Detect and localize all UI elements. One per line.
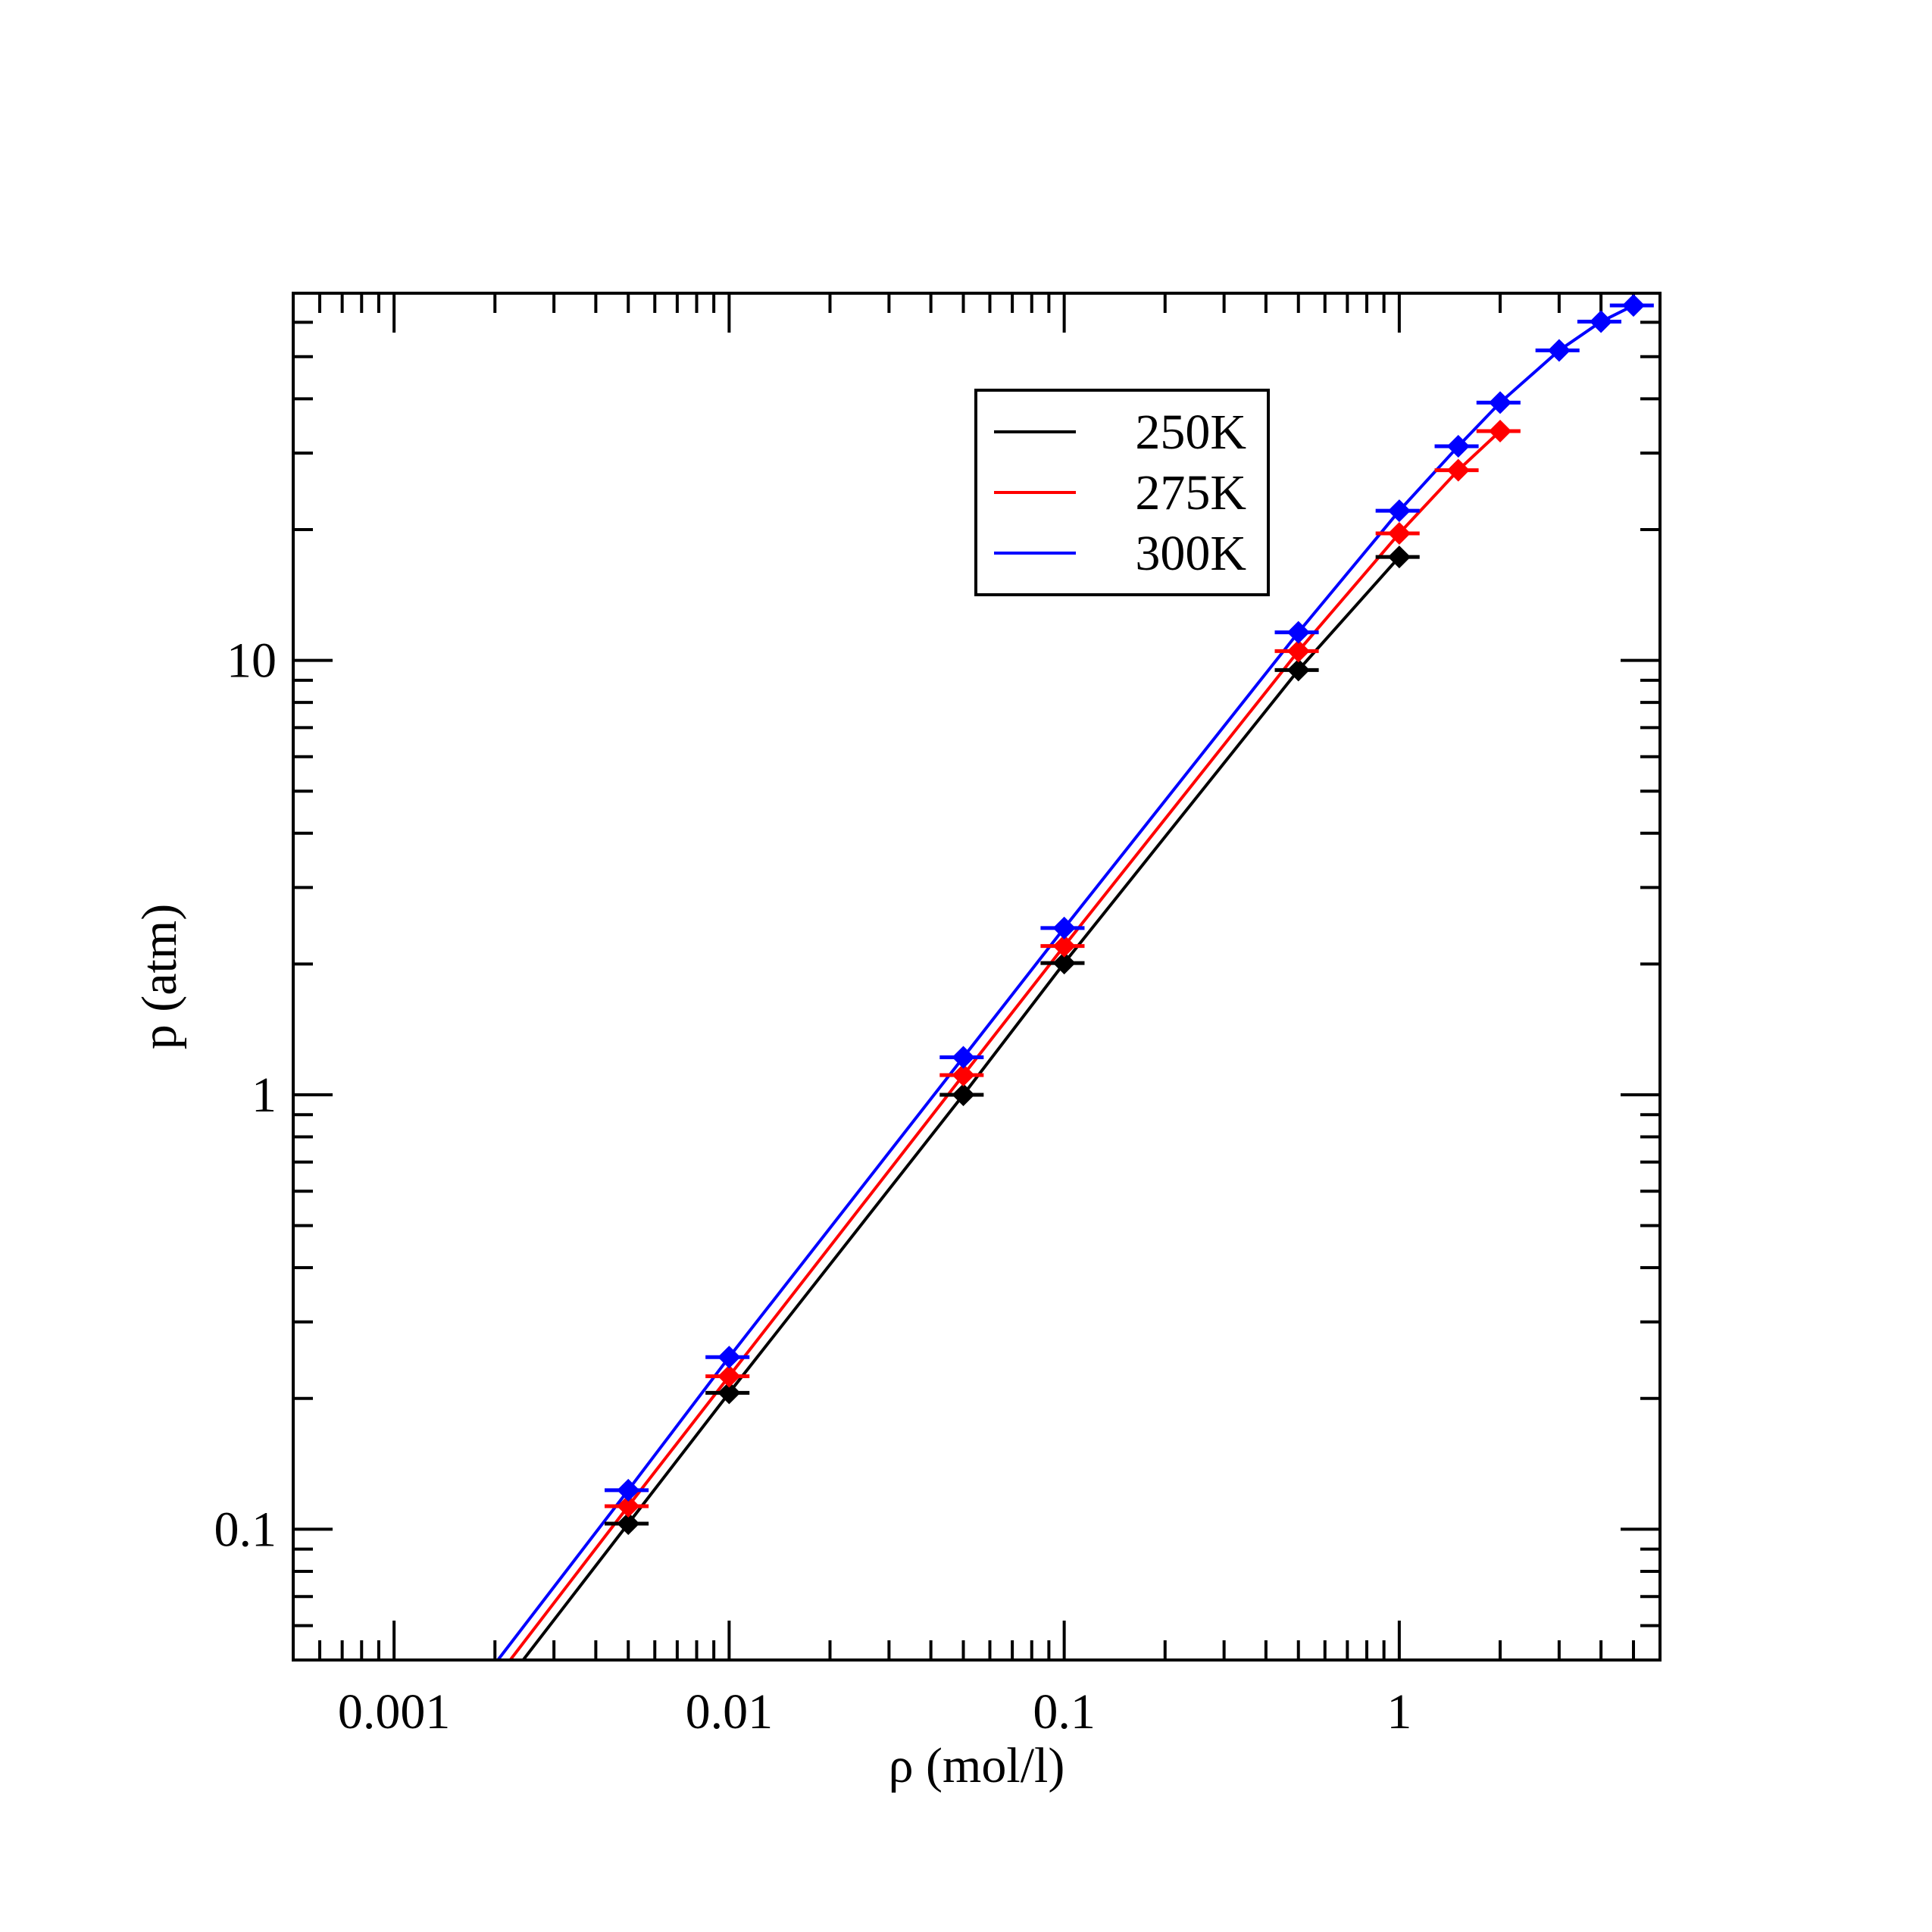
legend-label: 275K xyxy=(1135,465,1246,521)
data-point-275K xyxy=(952,1063,975,1086)
data-point-275K xyxy=(1488,420,1512,443)
y-tick-labels: 0.1 1 10 xyxy=(214,633,277,1558)
data-point-275K xyxy=(1387,522,1411,546)
x-tick-label: 0.01 xyxy=(686,1684,774,1740)
data-point-300K xyxy=(1590,310,1613,333)
series-line-275K xyxy=(508,430,1502,1660)
series-line-300K xyxy=(496,304,1634,1660)
x-axis-label: ρ (mol/l) xyxy=(889,1738,1065,1793)
data-point-300K xyxy=(1621,294,1645,317)
data-point-275K xyxy=(617,1494,640,1518)
data-point-300K xyxy=(717,1346,741,1369)
data-point-300K xyxy=(1488,391,1512,414)
y-tick-label: 10 xyxy=(227,633,277,689)
y-tick-label: 0.1 xyxy=(214,1502,277,1557)
plot-frame xyxy=(292,292,1662,1662)
x-tick-labels: 0.001 0.01 0.1 1 xyxy=(338,1684,1411,1740)
data-point-275K xyxy=(717,1365,741,1388)
data-point-300K xyxy=(617,1478,640,1502)
data-point-300K xyxy=(1286,621,1310,644)
x-tick-label: 0.001 xyxy=(338,1684,451,1740)
data-point-275K xyxy=(1446,458,1470,482)
data-point-300K xyxy=(1547,339,1571,362)
data-point-300K xyxy=(1387,499,1411,523)
data-point-250K xyxy=(1052,952,1076,975)
y-axis-label: p (atm) xyxy=(132,904,187,1049)
x-tick-label: 0.1 xyxy=(1033,1684,1096,1740)
x-tick-label: 1 xyxy=(1386,1684,1411,1740)
legend-label: 250K xyxy=(1135,405,1246,460)
data-point-250K xyxy=(952,1083,975,1106)
data-point-250K xyxy=(1387,546,1411,569)
data-point-250K xyxy=(617,1512,640,1536)
data-point-300K xyxy=(1052,916,1076,939)
data-point-300K xyxy=(952,1046,975,1069)
y-tick-label: 1 xyxy=(252,1068,277,1123)
legend-label: 300K xyxy=(1135,526,1246,581)
data-point-275K xyxy=(1286,639,1310,663)
data-point-300K xyxy=(1446,435,1470,458)
data-point-250K xyxy=(717,1381,741,1405)
data-point-250K xyxy=(1286,658,1310,682)
data-point-275K xyxy=(1052,934,1076,958)
data-markers xyxy=(605,294,1654,1536)
